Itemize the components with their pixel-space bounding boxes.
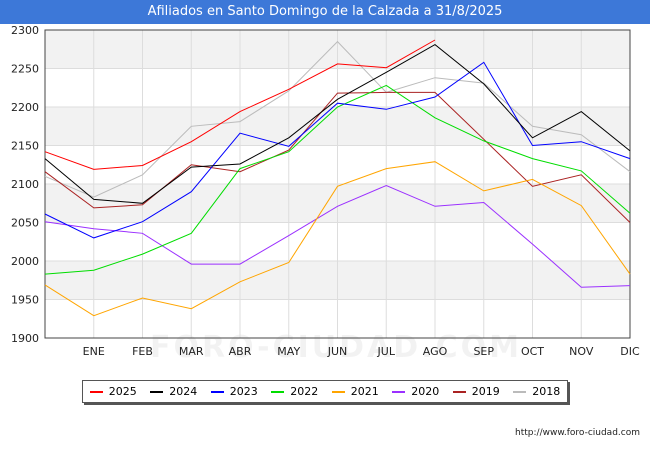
y-tick-label: 1900 [11, 332, 39, 345]
x-tick-label: ENE [83, 345, 105, 358]
y-tick-label: 2050 [11, 217, 39, 230]
series-line-2024 [44, 43, 631, 204]
legend-swatch [331, 390, 345, 393]
legend-swatch [89, 390, 103, 393]
legend-label: 2022 [290, 385, 319, 398]
legend-item-2021: 2021 [331, 385, 379, 398]
chart-legend: 2025 2024 2023 2022 2021 2020 2019 2018 [82, 380, 568, 403]
y-tick-label: 1950 [11, 294, 39, 307]
series-line-2025 [44, 39, 436, 170]
series-line-2022 [44, 84, 631, 275]
legend-label: 2018 [532, 385, 561, 398]
legend-swatch [150, 390, 164, 393]
series-line-2018 [44, 40, 631, 198]
legend-item-2020: 2020 [392, 385, 439, 398]
series-line-2020 [44, 184, 631, 288]
legend-label: 2023 [229, 385, 258, 398]
legend-swatch [210, 390, 224, 393]
legend-label: 2020 [411, 385, 440, 398]
x-tick-label: OCT [521, 345, 544, 358]
x-tick-label: ABR [229, 345, 252, 358]
y-tick-label: 2100 [11, 178, 39, 191]
x-tick-label: FEB [132, 345, 153, 358]
x-tick-label: NOV [569, 345, 594, 358]
series-line-2023 [44, 61, 631, 239]
y-tick-label: 2000 [11, 255, 39, 268]
series-line-2019 [44, 91, 631, 223]
watermark: FORO-CIUDAD.COM [150, 330, 522, 365]
legend-item-2022: 2022 [271, 385, 318, 398]
series-line-2021 [44, 161, 631, 317]
legend-swatch [452, 390, 466, 393]
x-tick-label: MAY [277, 345, 300, 358]
x-tick-label: MAR [179, 345, 204, 358]
legend-swatch [392, 390, 406, 393]
x-tick-label: JUL [377, 345, 396, 358]
x-tick-label: JUN [327, 345, 348, 358]
plot-area-border [44, 29, 631, 339]
legend-item-2018: 2018 [513, 385, 560, 398]
y-tick-label: 2150 [11, 140, 39, 153]
legend-item-2019: 2019 [452, 385, 500, 398]
x-tick-label: DIC [620, 345, 640, 358]
x-tick-label: SEP [473, 345, 494, 358]
legend-label: 2025 [108, 385, 137, 398]
legend-label: 2019 [471, 385, 500, 398]
legend-item-2025: 2025 [89, 385, 137, 398]
legend-label: 2021 [350, 385, 379, 398]
chart-title: Afiliados en Santo Domingo de la Calzada… [0, 0, 650, 24]
source-credit: http://www.foro-ciudad.com [515, 428, 640, 438]
y-tick-label: 2250 [11, 63, 39, 76]
legend-item-2023: 2023 [210, 385, 258, 398]
legend-swatch [271, 390, 285, 393]
y-tick-label: 2200 [11, 101, 39, 114]
legend-swatch [513, 390, 527, 393]
x-tick-label: AGO [423, 345, 448, 358]
legend-item-2024: 2024 [150, 385, 197, 398]
legend-label: 2024 [169, 385, 198, 398]
y-tick-label: 2300 [11, 24, 39, 37]
